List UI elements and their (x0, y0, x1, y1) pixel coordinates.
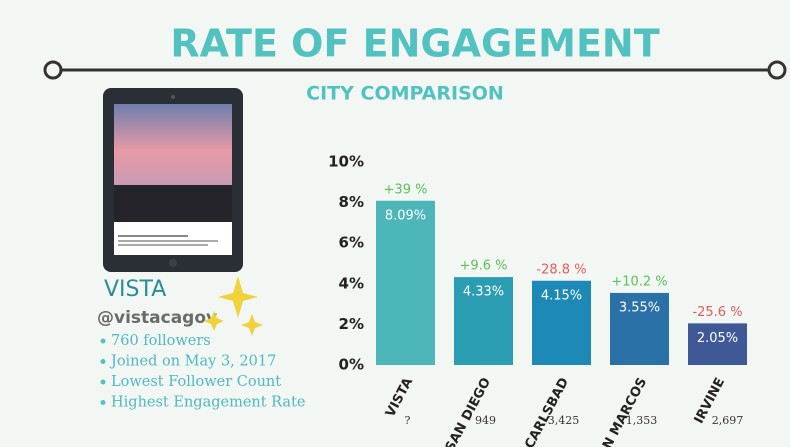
bullet-dot (100, 338, 106, 344)
value-label: 3.55% (619, 300, 660, 315)
tablet (103, 88, 243, 272)
y-tick-label: 10% (328, 153, 364, 171)
y-tick-label: 4% (339, 274, 364, 292)
y-tick-label: 0% (339, 356, 364, 374)
follower-label: ? (405, 414, 411, 427)
divider-end (43, 60, 63, 80)
value-label: 8.09% (385, 208, 426, 223)
change-label: +10.2 % (611, 274, 667, 289)
profile-handle: @vistacagov (97, 308, 217, 328)
change-label: +9.6 % (459, 259, 507, 274)
sparkles (204, 276, 263, 336)
bar (610, 292, 669, 365)
follower-label: 3,425 (548, 414, 580, 427)
subtitle: CITY COMPARISON (306, 83, 504, 105)
bullet-dot (100, 400, 106, 405)
bullet-text: Joined on May 3, 2017 (109, 354, 276, 370)
bullet-text: 760 followers (111, 333, 211, 349)
value-label: 4.33% (463, 285, 504, 300)
bullet-dot (100, 359, 106, 364)
bullet-text: Lowest Follower Count (111, 374, 281, 390)
divider-end (767, 60, 787, 80)
y-tick-label: 8% (339, 193, 364, 211)
follower-label: 2,697 (712, 414, 744, 427)
profile-name: VISTA (104, 277, 166, 302)
y-tick-label: 2% (339, 315, 364, 333)
title: RATE OF ENGAGEMENT (170, 22, 659, 66)
bar (532, 280, 591, 365)
value-label: 2.05% (697, 331, 738, 346)
value-label: 4.15% (541, 288, 582, 303)
bar (376, 200, 435, 365)
bar (454, 277, 513, 365)
bar (688, 323, 747, 365)
change-label: -28.8 % (536, 262, 586, 277)
bullet-text: Highest Engagement Rate (111, 395, 305, 411)
change-label: -25.6 % (692, 305, 742, 320)
change-label: +39 % (384, 182, 428, 197)
follower-label: 1,353 (626, 414, 658, 427)
follower-label: 949 (475, 414, 496, 427)
bullet-dot (100, 379, 106, 385)
y-tick-label: 6% (339, 234, 364, 252)
